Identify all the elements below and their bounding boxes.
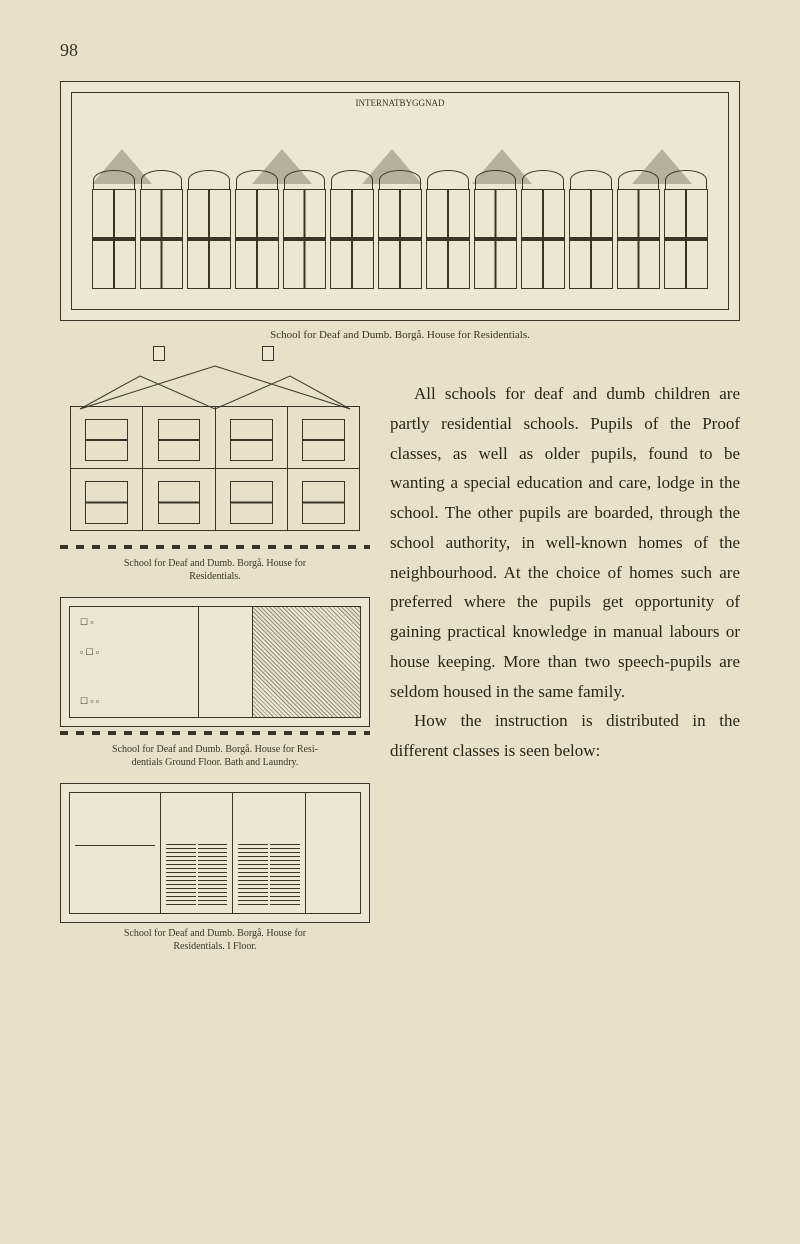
- figure-frame: INTERNATBYGGNAD: [71, 92, 729, 310]
- scale-line: [60, 545, 370, 549]
- section-room: [143, 407, 215, 468]
- paragraph-2: How the instruction is distributed in th…: [390, 706, 740, 766]
- window-bay: [664, 189, 708, 289]
- section-roof-svg: [60, 361, 370, 411]
- main-elevation-figure: INTERNATBYGGNAD: [60, 81, 740, 321]
- plan-room: [233, 793, 306, 913]
- first-floor-caption: School for Deaf and Dumb. Borgå. House f…: [60, 927, 370, 953]
- scale-line: [60, 731, 370, 735]
- section-figure: School for Deaf and Dumb. Borgå. House f…: [60, 361, 370, 583]
- section-room: [143, 469, 215, 531]
- section-caption: School for Deaf and Dumb. Borgå. House f…: [60, 557, 370, 583]
- section-room: [216, 469, 288, 531]
- window-bay: [140, 189, 184, 289]
- main-figure-caption: School for Deaf and Dumb. Borgå. House f…: [60, 329, 740, 341]
- plan-room: ☐ ▫ ▫ ☐ ▫ ☐ ▫ ▫: [70, 607, 199, 717]
- section-upper-floor: [71, 407, 359, 469]
- plan-rooms: [69, 792, 361, 914]
- window-bay: [187, 189, 231, 289]
- chimney: [153, 346, 165, 361]
- window-bay: [569, 189, 613, 289]
- window-bay: [378, 189, 422, 289]
- chimneys: [60, 346, 370, 361]
- plan-rooms: ☐ ▫ ▫ ☐ ▫ ☐ ▫ ▫: [69, 606, 361, 718]
- window-bay: [426, 189, 470, 289]
- content-area: School for Deaf and Dumb. Borgå. House f…: [60, 361, 740, 967]
- paragraph-1: All schools for deaf and dumb children a…: [390, 379, 740, 706]
- section-room: [216, 407, 288, 468]
- building-label: INTERNATBYGGNAD: [356, 98, 445, 108]
- section-room: [71, 407, 143, 468]
- window-bay: [617, 189, 661, 289]
- window-bay: [235, 189, 279, 289]
- window-bay: [330, 189, 374, 289]
- section-room: [288, 469, 359, 531]
- first-floor-plan-figure: School for Deaf and Dumb. Borgå. House f…: [60, 783, 370, 953]
- section-lower-floor: [71, 469, 359, 531]
- section-body: [70, 406, 360, 531]
- plan-room: [70, 793, 161, 913]
- facade-windows: [92, 189, 708, 289]
- ground-floor-plan: ☐ ▫ ▫ ☐ ▫ ☐ ▫ ▫: [60, 597, 370, 727]
- first-floor-plan: [60, 783, 370, 923]
- chimney: [262, 346, 274, 361]
- plan-room: [306, 793, 360, 913]
- figures-column: School for Deaf and Dumb. Borgå. House f…: [60, 361, 370, 967]
- section-room: [288, 407, 359, 468]
- ground-plan-caption: School for Deaf and Dumb. Borgå. House f…: [60, 743, 370, 769]
- plan-room: [161, 793, 234, 913]
- plan-room: [199, 607, 253, 717]
- section-drawing: [60, 361, 370, 541]
- window-bay: [474, 189, 518, 289]
- ground-floor-plan-figure: ☐ ▫ ▫ ☐ ▫ ☐ ▫ ▫ School for Deaf and Dumb…: [60, 597, 370, 769]
- page-number: 98: [60, 40, 740, 61]
- section-room: [71, 469, 143, 531]
- plan-room: [253, 607, 360, 717]
- building-elevation: [72, 129, 728, 309]
- window-bay: [283, 189, 327, 289]
- body-text-column: All schools for deaf and dumb children a…: [390, 361, 740, 967]
- window-bay: [521, 189, 565, 289]
- window-bay: [92, 189, 136, 289]
